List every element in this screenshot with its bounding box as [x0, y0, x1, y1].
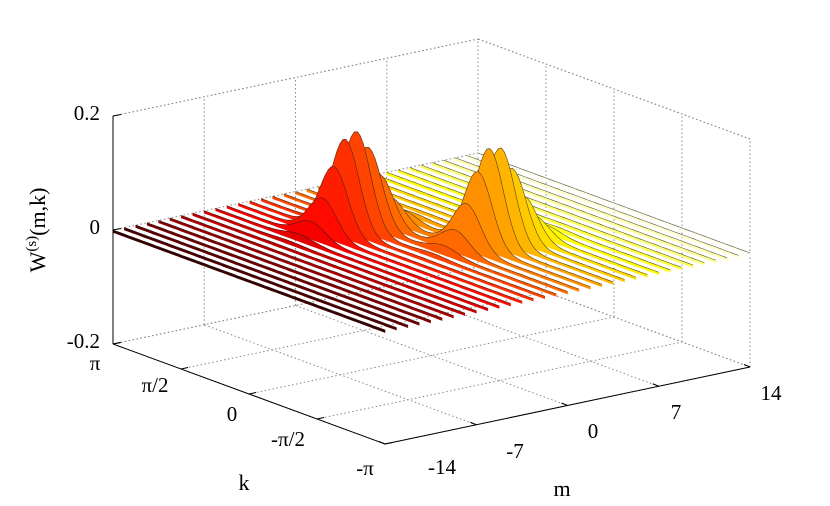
z-axis-label: W(s)(m,k) — [24, 188, 50, 273]
z-tick — [112, 228, 122, 231]
slice-edge — [112, 229, 386, 331]
k-tick — [384, 442, 393, 445]
m-tick — [378, 441, 386, 445]
slice-edge — [226, 205, 500, 307]
m-tick-label: -14 — [428, 455, 456, 479]
m-tick — [652, 383, 659, 387]
slice-edge — [181, 215, 454, 316]
slice-edge — [158, 220, 431, 321]
slice-edge — [192, 212, 465, 314]
m-tick — [561, 402, 568, 406]
z-tick-label: -0.2 — [67, 329, 100, 353]
m-tick-label: 0 — [588, 419, 599, 443]
y-axis-label: k — [239, 470, 250, 495]
slice-edge — [420, 164, 694, 266]
waterfall-slice — [112, 229, 386, 333]
axes — [112, 114, 751, 445]
slice-edge — [238, 197, 511, 304]
m-tick — [470, 421, 477, 426]
k-tick — [180, 367, 189, 370]
slice-edge — [204, 210, 477, 312]
slice-edge — [215, 208, 488, 309]
waterfall-surface — [112, 131, 751, 333]
slice-edge — [477, 152, 751, 254]
k-tick — [248, 392, 257, 395]
z-tick-label: 0.2 — [74, 101, 100, 125]
k-tick-label: -π/2 — [271, 427, 305, 451]
waterfall-slice — [124, 227, 397, 331]
z-tick — [112, 114, 122, 117]
x-axis-label: m — [553, 476, 570, 501]
k-tick-label: π — [90, 351, 101, 375]
m-tick-label: 14 — [761, 381, 783, 405]
slice-edge — [124, 227, 397, 328]
m-tick — [743, 364, 751, 368]
grid-line — [295, 305, 568, 406]
box-edge — [477, 38, 751, 140]
slice-edge — [409, 167, 682, 268]
m-tick-label: -7 — [506, 439, 524, 463]
slice-edge — [135, 224, 408, 326]
k-tick — [316, 417, 325, 420]
k-tick-label: 0 — [227, 402, 238, 426]
slice-edge — [147, 222, 420, 324]
slice-edge — [249, 166, 523, 302]
k-tick — [112, 342, 121, 345]
k-tick-label: π/2 — [142, 373, 169, 397]
z-tick-label: 0 — [90, 215, 101, 239]
m-tick-label: 7 — [671, 400, 682, 424]
slice-edge — [169, 217, 443, 319]
k-tick-label: -π — [356, 456, 374, 480]
